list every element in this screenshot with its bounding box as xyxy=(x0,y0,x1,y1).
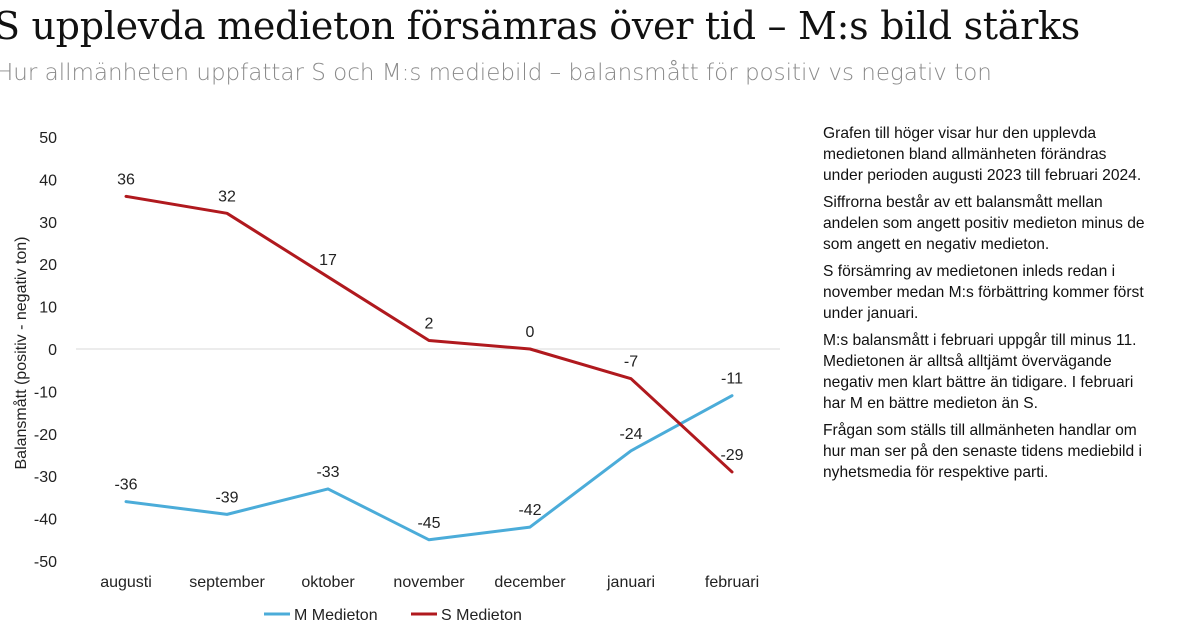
data-label: -36 xyxy=(114,477,137,494)
x-tick-label: oktober xyxy=(301,574,355,591)
data-label: 36 xyxy=(117,171,135,188)
y-axis-title: Balansmått (positiv - negativ ton) xyxy=(12,237,30,470)
commentary-text: Grafen till höger visar hur den upplevda… xyxy=(823,123,1199,489)
note-paragraph: M:s balansmått i februari uppgår till mi… xyxy=(823,332,1137,412)
data-label: 0 xyxy=(526,324,535,341)
legend-label: S Medieton xyxy=(441,607,522,624)
x-axis-ticks: augusti september oktober november december j… xyxy=(100,574,759,591)
note-paragraph: Grafen till höger visar hur den upplevda… xyxy=(823,125,1142,184)
y-tick-label: 10 xyxy=(39,300,57,317)
data-label: -42 xyxy=(518,502,541,519)
y-tick-label: -50 xyxy=(34,554,57,571)
data-label: -29 xyxy=(720,447,743,464)
y-tick-label: 50 xyxy=(39,130,57,147)
data-label: -39 xyxy=(215,489,238,506)
page-subtitle: Hur allmänheten uppfattar S och M:s medi… xyxy=(0,60,992,86)
y-tick-label: -40 xyxy=(34,512,57,529)
data-labels: -36 -39 -33 -45 -42 -24 -11 36 32 17 2 0 -7 -29 xyxy=(114,171,743,531)
x-tick-label: december xyxy=(494,574,566,591)
legend-label: M Medieton xyxy=(294,607,378,624)
y-tick-label: 30 xyxy=(39,215,57,232)
x-tick-label: september xyxy=(189,574,265,591)
y-tick-label: -30 xyxy=(34,469,57,486)
page-title: S upplevda medieton försämras över tid –… xyxy=(0,4,1080,48)
data-label: -7 xyxy=(624,354,638,371)
y-tick-label: 40 xyxy=(39,172,57,189)
y-tick-label: -10 xyxy=(34,384,57,401)
series-line-m xyxy=(124,394,734,542)
x-tick-label: augusti xyxy=(100,574,152,591)
note-paragraph: Frågan som ställs till allmänheten handl… xyxy=(823,422,1142,481)
data-label: -45 xyxy=(417,515,440,532)
y-tick-label: -20 xyxy=(34,427,57,444)
legend: M Medieton S Medieton xyxy=(264,607,522,624)
data-label: 32 xyxy=(218,188,236,205)
y-axis-ticks: 50 40 30 20 10 0 -10 -20 -30 -40 -50 xyxy=(34,130,57,571)
data-label: 17 xyxy=(319,252,337,269)
y-tick-label: 0 xyxy=(48,342,57,359)
note-paragraph: Siffrorna består av ett balansmått mella… xyxy=(823,194,1145,253)
series-group xyxy=(124,194,734,542)
data-label: -24 xyxy=(619,426,642,443)
x-tick-label: januari xyxy=(606,574,655,591)
data-label: -33 xyxy=(316,464,339,481)
y-tick-label: 20 xyxy=(39,257,57,274)
note-paragraph: S försämring av medietonen inleds redan … xyxy=(823,263,1144,322)
series-line-s xyxy=(124,194,734,474)
x-tick-label: november xyxy=(393,574,465,591)
x-tick-label: februari xyxy=(705,574,759,591)
data-label: 2 xyxy=(425,316,434,333)
data-label: -11 xyxy=(721,371,743,388)
